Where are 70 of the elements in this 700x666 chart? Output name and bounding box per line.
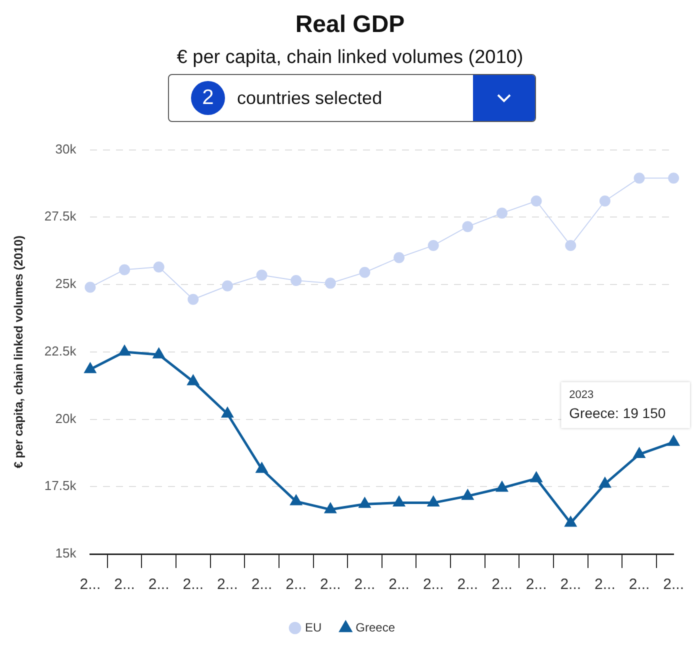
y-tick-label: 22.5k — [44, 343, 77, 358]
point — [119, 264, 130, 276]
y-tick-label: 25k — [55, 276, 77, 292]
point — [599, 196, 610, 206]
point — [394, 252, 405, 264]
x-tick-label: 2... — [354, 576, 376, 594]
annotation: 2023 — [569, 389, 594, 402]
x-tick-label: 2... — [217, 576, 238, 594]
x-tick-label: 2... — [492, 576, 512, 594]
point — [496, 482, 508, 492]
x-tick-label: 2... — [594, 576, 616, 594]
annotation: Greece: 19 150 — [569, 405, 666, 422]
point — [359, 498, 370, 508]
chart-title: Real GDP — [294, 10, 406, 40]
point — [324, 278, 336, 289]
y-tick-label: 30k — [55, 141, 77, 156]
point — [118, 346, 130, 356]
point — [359, 266, 370, 278]
y-tick-label: 15k — [55, 546, 77, 561]
legend-label: Greece — [356, 620, 396, 634]
x-tick-label: 2... — [388, 576, 410, 594]
x-tick-label: 2... — [422, 576, 444, 594]
y-axis-title: € per capita, chain linked volumes (2010) — [12, 236, 26, 468]
y-tick-label: 20k — [55, 410, 77, 426]
legend-label: EU — [304, 620, 322, 634]
y-tick-label: 17.5k — [44, 478, 77, 494]
x-tick-label: 2... — [114, 576, 135, 594]
point — [290, 274, 302, 286]
point — [256, 270, 268, 281]
point — [84, 363, 96, 374]
point — [496, 208, 508, 219]
x-tick-label: 2... — [251, 576, 272, 594]
point — [222, 280, 233, 292]
point — [290, 495, 302, 506]
point — [565, 240, 576, 251]
x-tick-label: 2... — [560, 576, 582, 594]
point — [428, 240, 439, 251]
point — [153, 262, 164, 273]
x-tick-label: 2... — [182, 576, 204, 594]
point — [565, 516, 576, 527]
point — [530, 196, 542, 206]
x-tick-label: 2... — [526, 576, 547, 594]
x-tick-label: 2... — [80, 576, 101, 594]
point — [153, 348, 164, 358]
x-tick-label: 2... — [148, 576, 170, 594]
point — [256, 462, 268, 473]
point — [599, 478, 611, 488]
text: 2 — [191, 81, 225, 115]
point — [668, 436, 680, 446]
x-tick-label: 2... — [320, 576, 341, 594]
y-tick-label: 27.5k — [44, 208, 77, 224]
x-tick-label: 2... — [628, 576, 650, 594]
point — [188, 375, 199, 386]
point — [634, 172, 645, 184]
point — [188, 294, 199, 305]
point — [324, 503, 336, 514]
point — [668, 172, 680, 184]
point — [462, 490, 474, 500]
point — [393, 496, 405, 507]
point — [462, 221, 474, 232]
point — [428, 496, 439, 507]
x-tick-label: 2... — [663, 576, 684, 594]
point — [530, 472, 542, 482]
text: countries selected — [237, 88, 384, 108]
point — [84, 282, 96, 293]
x-tick-label: 2... — [286, 576, 307, 594]
point — [634, 448, 645, 458]
x-tick-label: 2... — [457, 576, 478, 594]
chart-subtitle: € per capita, chain linked volumes (2010) — [176, 46, 524, 70]
point — [222, 408, 234, 418]
